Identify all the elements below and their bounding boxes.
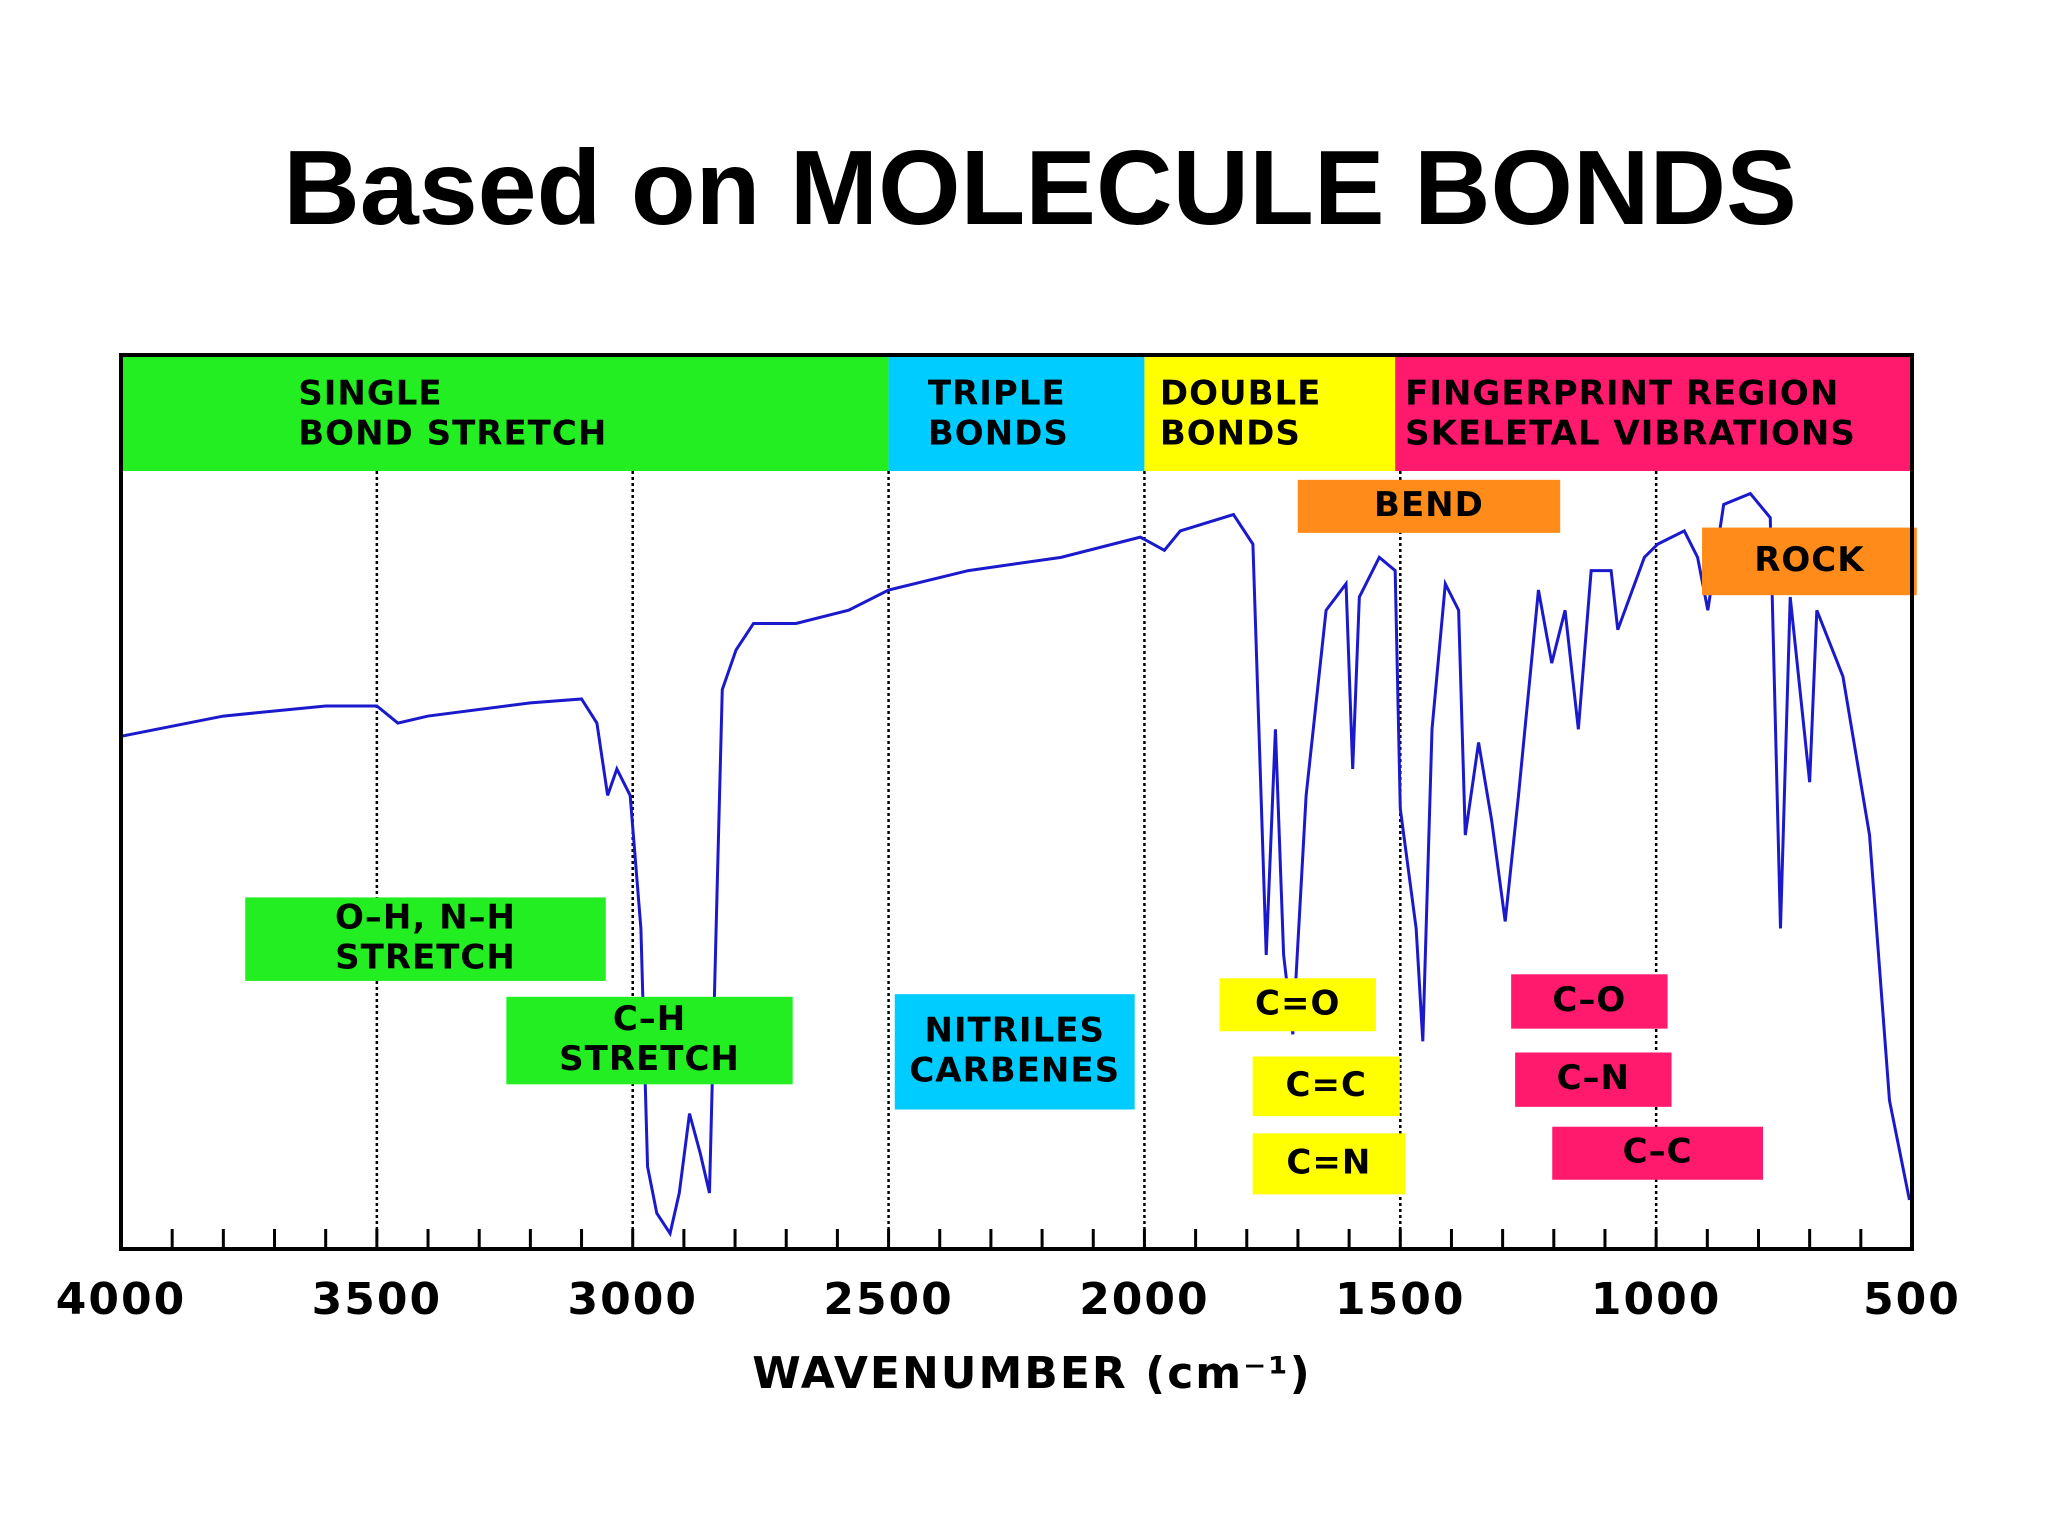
annotation-label: C–N [1557, 1058, 1630, 1098]
x-axis-label: WAVENUMBER (cm⁻¹) [752, 1348, 1312, 1399]
annotation-label: C–O [1552, 980, 1626, 1020]
annotation-label: O–H, N–H [335, 898, 516, 938]
region-label: SKELETAL VIBRATIONS [1405, 413, 1856, 453]
annotation-box [1219, 978, 1376, 1032]
plot-frame [119, 353, 1914, 1251]
region-label: FINGERPRINT REGION [1405, 374, 1839, 414]
region-label: SINGLE [298, 374, 442, 414]
annotation-label: CARBENES [909, 1050, 1120, 1090]
x-tick-label: 3000 [567, 1274, 697, 1325]
spectrum-line [120, 491, 1911, 1238]
annotation-box [1511, 974, 1668, 1029]
annotation-box [894, 994, 1135, 1110]
region-band [121, 355, 889, 471]
region-label: BOND STRETCH [298, 413, 607, 453]
annotation-box [1252, 1056, 1400, 1117]
annotation-label: STRETCH [335, 938, 516, 978]
annotation-label: ROCK [1754, 540, 1865, 580]
region-label: DOUBLE [1160, 374, 1322, 414]
annotation-box [1552, 1126, 1764, 1180]
region-label: TRIPLE [928, 374, 1066, 414]
annotation-box [1515, 1052, 1672, 1107]
x-tick-label: 4000 [56, 1274, 186, 1325]
x-tick-label: 1500 [1335, 1274, 1465, 1325]
annotation-label: NITRILES [924, 1010, 1105, 1050]
annotation-label: C=O [1255, 983, 1340, 1023]
x-tick-label: 1000 [1591, 1274, 1721, 1325]
slide-title: Based on MOLECULE BONDS [283, 129, 1797, 247]
annotation-label: STRETCH [559, 1039, 740, 1079]
annotation-box [506, 996, 793, 1085]
x-tick-label: 3500 [312, 1274, 442, 1325]
annotation-box [1702, 527, 1917, 596]
x-tick-label: 2000 [1079, 1274, 1209, 1325]
region-band [1395, 355, 1912, 471]
annotation-label: C–C [1623, 1132, 1693, 1172]
annotation-label: C=N [1286, 1142, 1371, 1182]
annotation-box [245, 897, 606, 981]
region-label: BONDS [1160, 413, 1301, 453]
region-band [888, 355, 1145, 471]
x-tick-label: 2500 [823, 1274, 953, 1325]
x-tick-label: 500 [1863, 1274, 1961, 1325]
region-label: BONDS [928, 413, 1069, 453]
annotation-label: C=C [1286, 1065, 1367, 1105]
annotation-box [1297, 479, 1561, 533]
annotation-label: C–H [613, 999, 686, 1039]
annotation-box [1252, 1133, 1406, 1195]
region-band [1144, 355, 1396, 471]
annotation-label: BEND [1374, 485, 1484, 525]
